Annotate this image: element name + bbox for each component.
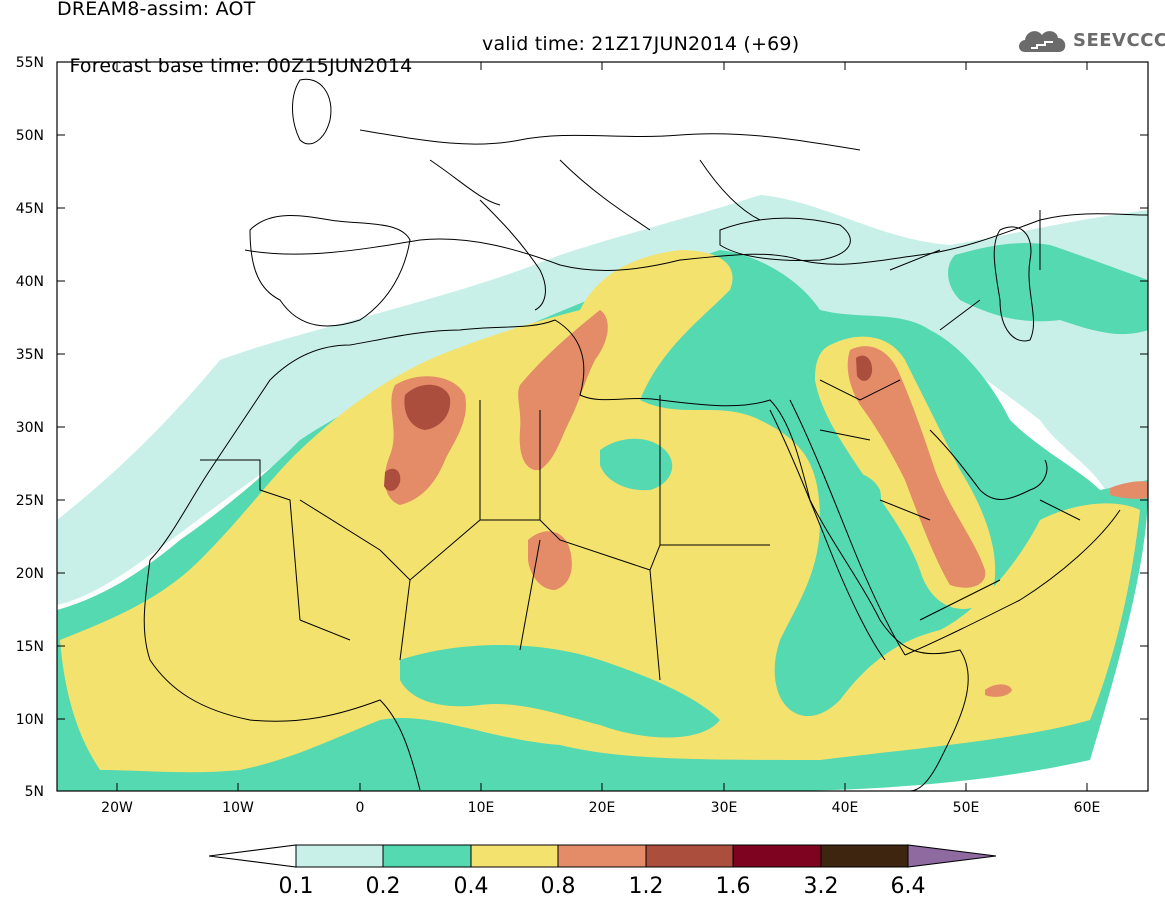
seevccc-logo: SEEVCCC [1015,22,1165,62]
lat-label: 25N [16,493,44,509]
colorbar-label: 1.6 [716,874,751,899]
lat-label: 45N [16,201,44,217]
colorbar-segment [295,844,384,868]
lon-label: 50E [953,800,980,816]
lat-label: 10N [16,712,44,728]
lon-label: 10W [222,800,254,816]
iberia [249,215,411,327]
colorbar-label: 3.2 [804,874,839,899]
colorbar-segment [820,844,909,868]
aot-band-0.8-libya [518,310,608,471]
aot-band-0.1 [57,195,1148,605]
lat-label: 20N [16,566,44,582]
cloud-icon [1019,31,1066,52]
colorbar-label: 0.1 [279,874,314,899]
aot-band-1.2-iraq [856,355,873,381]
title-times: Forecast base time: 00Z15JUN2014 valid t… [57,33,799,99]
axis-ticks [57,61,1148,792]
colorbar: 0.1 0.2 0.4 0.8 1.2 1.6 3.2 6.4 [208,844,997,899]
lon-label: 60E [1074,800,1101,816]
lon-label: 0 [356,800,365,816]
lat-label: 15N [16,639,44,655]
persian-gulf [929,429,1048,500]
lon-label: 30E [711,800,738,816]
west-africa-coast [143,559,421,791]
caspian [993,226,1034,342]
aot-band-0.8-gulf [1110,481,1148,499]
aot-field [57,195,1148,791]
lat-label: 55N [16,55,44,71]
logo-text: SEEVCCC [1073,30,1165,51]
europe-borders [359,129,861,231]
colorbar-segment [470,844,559,868]
aot-band-1.2-algeria-s [384,468,401,491]
africa-borders [200,395,770,681]
colorbar-segment [732,844,822,868]
aot-hole-egypt [600,438,673,491]
black-sea [719,217,851,261]
lat-label: 30N [16,420,44,436]
lat-label: 50N [16,128,44,144]
italy [479,199,546,311]
red-sea [769,409,886,661]
aot-band-0.4 [60,250,1140,773]
lon-label: 20W [101,800,133,816]
africa-coast [149,319,969,791]
europe-coast [244,213,1148,271]
arabia-south [904,509,1121,656]
aot-band-0.2-caspian [948,243,1148,335]
colorbar-segment [645,844,734,868]
coastlines [143,78,1148,791]
aot-hole-arabia [819,471,881,525]
colorbar-label: 0.8 [541,874,576,899]
colorbar-segment [382,844,472,868]
colorbar-label: 6.4 [891,874,926,899]
title-variable: DREAM8-assim: AOT [57,0,256,20]
lon-label: 10E [468,800,495,816]
valid-time: valid time: 21Z17JUN2014 (+69) [482,33,800,55]
aot-band-1.2-algeria-n [404,384,451,430]
colorbar-high-arrow [907,844,997,868]
lat-label: 40N [16,274,44,290]
lat-label: 5N [25,784,44,800]
colorbar-low-arrow [208,844,297,868]
colorbar-segment [557,844,647,868]
colorbar-label: 1.2 [629,874,664,899]
colorbar-label: 0.4 [454,874,489,899]
aot-band-0.8-iraq [847,346,986,588]
lat-label: 35N [16,347,44,363]
lon-label: 40E [832,800,859,816]
red-sea-east [789,399,906,656]
aot-hole-sahel [400,645,720,738]
lon-label: 20E [589,800,616,816]
middle-east-borders [819,210,1081,621]
uk [292,78,332,145]
aot-band-0.8-somalia [985,684,1012,697]
forecast-base-time: Forecast base time: 00Z15JUN2014 [69,55,413,77]
colorbar-label: 0.2 [366,874,401,899]
